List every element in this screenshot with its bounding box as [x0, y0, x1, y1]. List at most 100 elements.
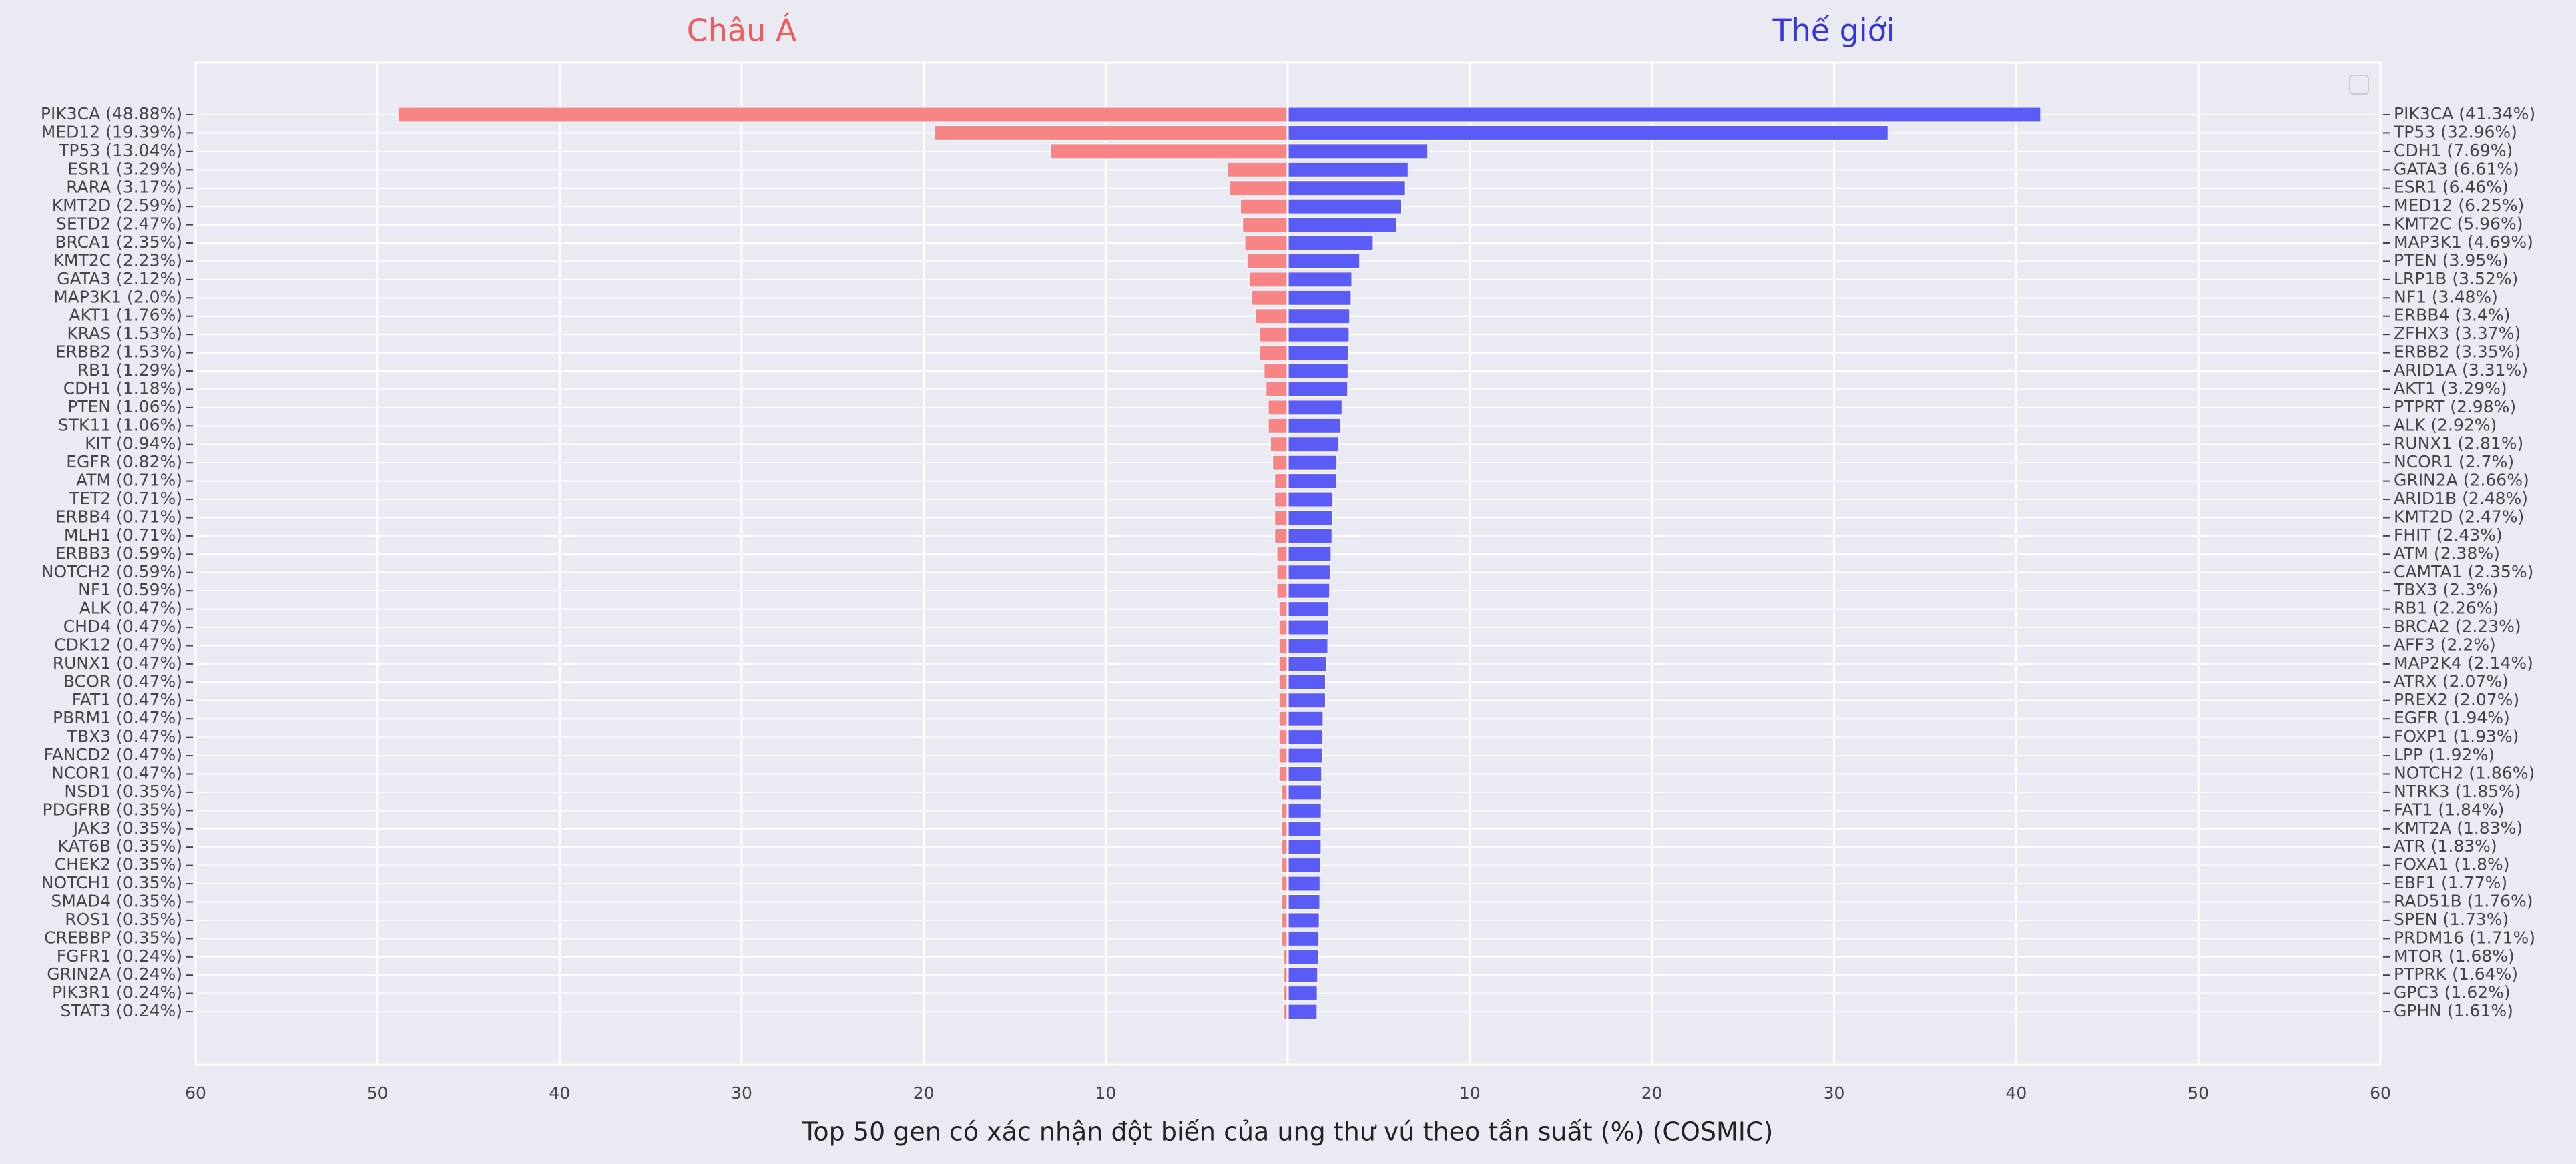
bar [1287, 637, 1328, 653]
bar [1287, 491, 1334, 507]
x-tick-label: 10 [1459, 1083, 1481, 1103]
bar [1287, 272, 1352, 288]
y-tick-label: CHEK2 (0.35%) [55, 855, 182, 874]
y-tick-label: FHIT (2.43%) [2394, 525, 2503, 545]
x-tick-label: 30 [731, 1083, 752, 1103]
y-tick-label: AFF3 (2.2%) [2394, 635, 2496, 654]
y-tick-label: PRDM16 (1.71%) [2394, 928, 2535, 947]
bar [1287, 583, 1330, 599]
bar [1250, 290, 1288, 306]
bar [1287, 235, 1374, 251]
y-tick-label: CREBBP (0.35%) [44, 928, 182, 947]
bar [1287, 381, 1348, 397]
bar [1278, 674, 1288, 690]
bar [1278, 601, 1288, 617]
y-tick-label: CDH1 (7.69%) [2394, 141, 2513, 160]
y-tick-label: ERBB2 (1.53%) [55, 342, 182, 362]
bar [1274, 528, 1288, 544]
bar [1230, 180, 1288, 196]
y-tick-label: ARID1A (3.31%) [2394, 360, 2528, 380]
bar [1276, 583, 1288, 599]
x-tick-label: 60 [2370, 1083, 2391, 1103]
bar [934, 125, 1288, 141]
y-tick-label: RB1 (2.26%) [2394, 599, 2499, 618]
bar [1274, 491, 1288, 507]
bar [1287, 912, 1320, 928]
bar [1287, 748, 1323, 764]
bar [1049, 143, 1288, 160]
bar [1287, 455, 1338, 471]
left-title: Châu Á [687, 13, 797, 49]
bar [1287, 949, 1319, 965]
y-tick-label: ESR1 (6.46%) [2394, 178, 2509, 197]
y-tick-label: PTEN (1.06%) [67, 397, 182, 416]
bar [1287, 418, 1342, 434]
y-tick-label: AKT1 (1.76%) [69, 306, 182, 325]
bar [1287, 400, 1342, 416]
bar [1266, 381, 1288, 397]
y-tick-label: PREX2 (2.07%) [2394, 690, 2519, 709]
y-tick-label: NSD1 (0.35%) [64, 782, 182, 801]
bar [1287, 693, 1326, 709]
y-tick-label: PTPRT (2.98%) [2394, 397, 2516, 416]
y-tick-label: RARA (3.17%) [66, 178, 182, 197]
bar [1274, 509, 1288, 525]
x-tick-label: 60 [185, 1083, 206, 1103]
bar [1259, 326, 1288, 342]
y-tick-label: ERBB2 (3.35%) [2394, 342, 2521, 362]
y-tick-label: CHD4 (0.47%) [63, 617, 182, 636]
y-tick-label: EGFR (0.82%) [66, 452, 182, 471]
bar [1287, 858, 1321, 874]
y-tick-label: STAT3 (0.24%) [61, 1001, 182, 1021]
y-tick-label: ATM (2.38%) [2394, 543, 2500, 563]
y-tick-label: GATA3 (2.12%) [57, 269, 182, 288]
bar [1287, 437, 1340, 453]
y-tick-label: FOXA1 (1.8%) [2394, 855, 2510, 874]
bar [1246, 253, 1288, 269]
bar [1240, 198, 1288, 214]
y-tick-label: PIK3CA (48.88%) [41, 104, 182, 123]
bar [1287, 198, 1402, 214]
y-tick-label: PTEN (3.95%) [2394, 250, 2509, 270]
y-tick-label: AKT1 (3.29%) [2394, 378, 2507, 398]
y-tick-label: CDK12 (0.47%) [54, 635, 182, 654]
right-title: Thế giới [1772, 13, 1894, 49]
bar [1278, 748, 1288, 764]
x-tick-label: 40 [549, 1083, 570, 1103]
bar [1274, 473, 1288, 489]
legend [2349, 75, 2369, 95]
y-tick-label: CDH1 (1.18%) [63, 378, 182, 398]
bar [1278, 656, 1288, 672]
bar [1287, 821, 1322, 837]
bar [1287, 473, 1337, 489]
bar [1287, 125, 1888, 141]
y-tick-label: ROS1 (0.35%) [65, 910, 182, 929]
y-tick-label: TET2 (0.71%) [69, 489, 182, 508]
y-tick-label: LRP1B (3.52%) [2394, 269, 2518, 288]
bar [1278, 730, 1288, 746]
y-tick-label: KAT6B (0.35%) [58, 836, 182, 856]
y-tick-label: ATM (0.71%) [76, 471, 182, 490]
y-tick-label: GRIN2A (2.66%) [2394, 471, 2529, 490]
y-tick-label: MAP3K1 (4.69%) [2394, 232, 2533, 252]
bar [1287, 601, 1330, 617]
bar [1278, 619, 1288, 635]
y-tick-label: BRCA1 (2.35%) [55, 232, 182, 252]
y-tick-label: NCOR1 (2.7%) [2394, 452, 2514, 471]
x-tick-label: 20 [913, 1083, 935, 1103]
y-tick-label: CAMTA1 (2.35%) [2394, 562, 2533, 581]
bar [1287, 290, 1352, 306]
y-tick-label: KMT2D (2.59%) [52, 196, 182, 215]
bar [1248, 272, 1288, 288]
y-tick-label: KMT2C (5.96%) [2394, 214, 2523, 234]
y-tick-label: KMT2A (1.83%) [2394, 818, 2523, 838]
bar [1278, 637, 1288, 653]
y-tick-label: NOTCH2 (1.86%) [2394, 763, 2535, 782]
y-tick-label: KMT2C (2.23%) [53, 250, 182, 270]
y-tick-label: RAD51B (1.76%) [2394, 891, 2533, 910]
bar [1287, 546, 1332, 562]
y-tick-label: PBRM1 (0.47%) [53, 708, 182, 728]
bar [1270, 437, 1288, 453]
y-tick-label: MTOR (1.68%) [2394, 946, 2515, 966]
y-tick-label: TBX3 (0.47%) [67, 727, 182, 746]
